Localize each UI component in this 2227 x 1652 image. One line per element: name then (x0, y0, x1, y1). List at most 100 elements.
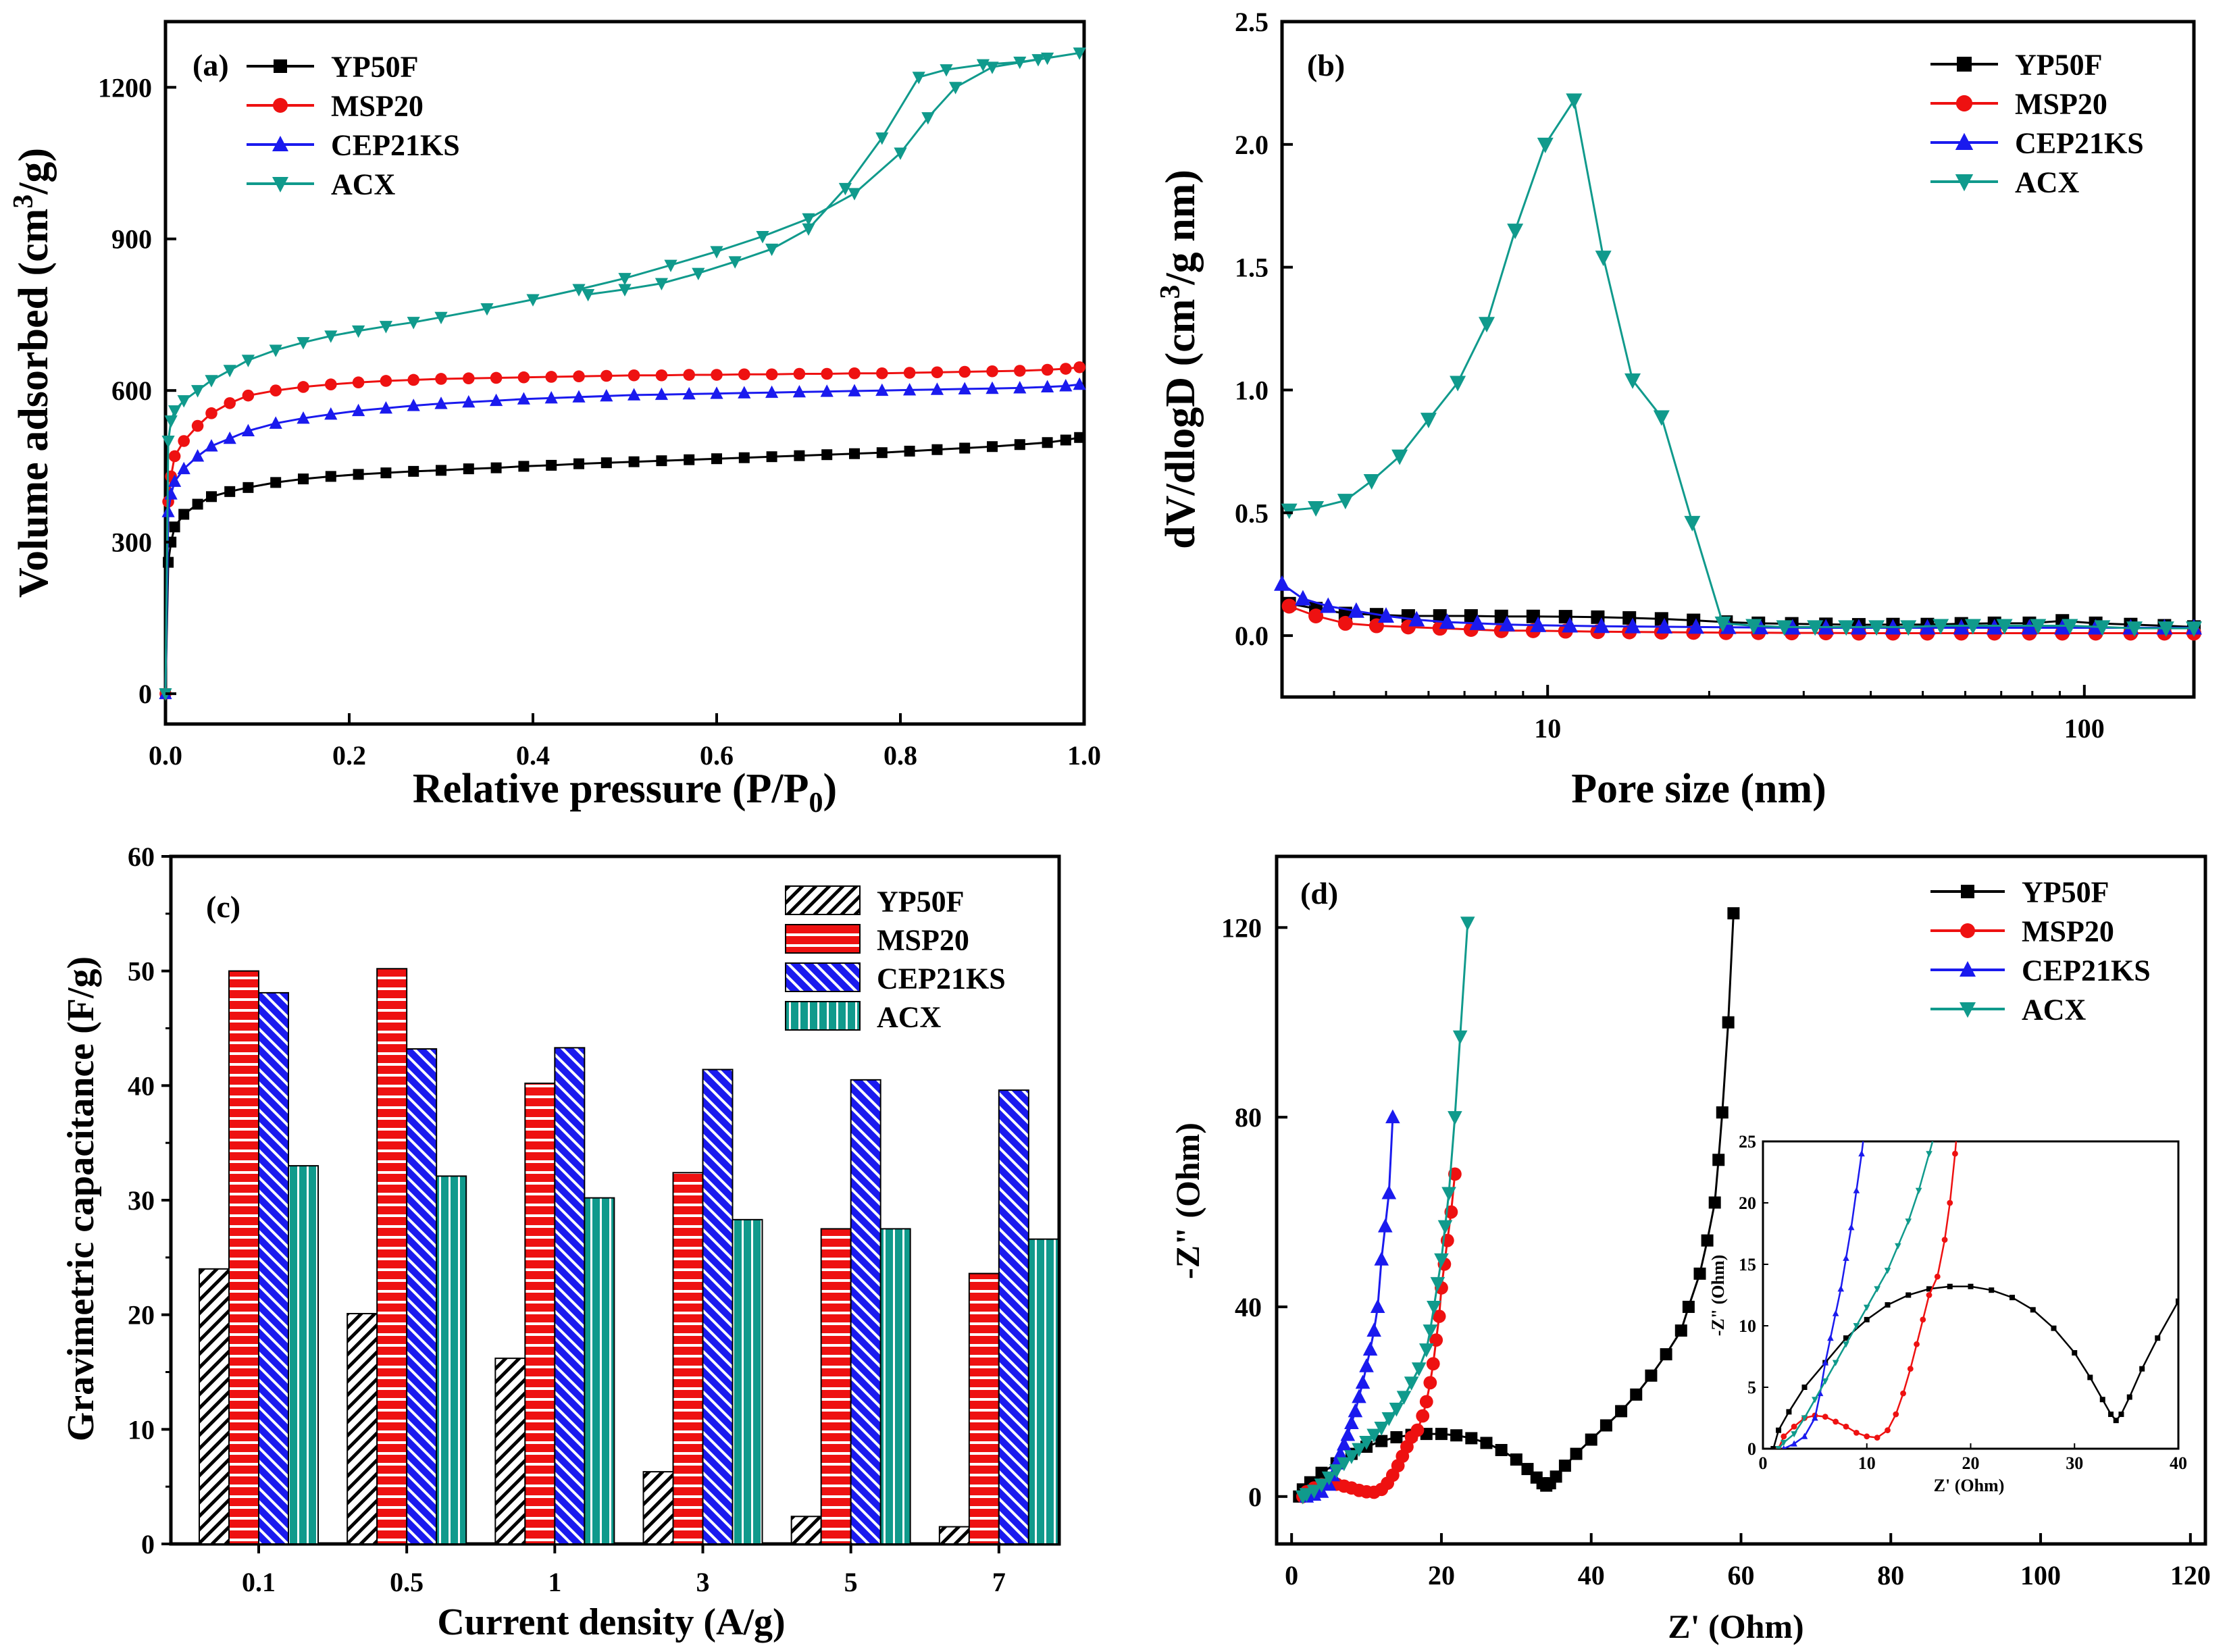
c-legend-label-cep21ks: CEP21KS (877, 962, 1006, 995)
a-point-yp50f-23 (656, 455, 667, 467)
b-point-cep21ks-4 (1378, 607, 1395, 623)
b-point-cep21ks-2 (1320, 597, 1337, 613)
b-ytick-label: 0.0 (1235, 621, 1269, 651)
c-bar-yp50f-5 (790, 1516, 822, 1545)
b-point-acx-10 (1566, 93, 1583, 109)
b-legend-label-msp20: MSP20 (2015, 87, 2107, 120)
a-point-cep21ks-39 (1073, 377, 1086, 390)
inset-point-yp50f-15 (2051, 1325, 2057, 1331)
b-point-cep21ks-6 (1439, 613, 1456, 629)
a-legend-marker-acx (272, 177, 288, 192)
d-point-acx-22 (1437, 1220, 1453, 1235)
b-legend-marker-msp20 (1955, 95, 1973, 112)
a-point-yp50f-33 (931, 444, 943, 455)
a-point-msp20-38 (1060, 363, 1072, 375)
a-point-cep21ks-25 (710, 386, 723, 399)
d-point-acx-17 (1418, 1343, 1434, 1358)
c-bar-acx-1 (584, 1197, 615, 1545)
inset-point-msp20-12 (1893, 1411, 1899, 1418)
inset-point-acx-14 (1915, 1187, 1922, 1194)
c-bar-msp20-7 (968, 1272, 1000, 1545)
inset-point-cep21ks-0 (1782, 1445, 1786, 1449)
inset-point-yp50f-18 (2099, 1397, 2105, 1403)
b-point-acx-5 (1420, 413, 1437, 429)
a-point-msp20-4 (178, 435, 190, 447)
inset-xtick-label: 10 (1858, 1453, 1876, 1473)
a-point-yp50f-15 (436, 465, 446, 476)
a-point-yp50f-26 (738, 452, 750, 463)
a-point-acx-41 (692, 267, 705, 281)
b-point-acx-17 (1776, 620, 1793, 636)
b-point-acx-6 (1450, 376, 1466, 392)
a-point-msp20-20 (573, 370, 585, 383)
a-point-yp50f-21 (600, 457, 612, 469)
inset-point-yp50f-5 (1843, 1335, 1849, 1341)
inset-point-yp50f-21 (2118, 1412, 2124, 1418)
inset-point-yp50f-11 (1968, 1283, 1974, 1289)
inset-point-cep21ks-13 (1864, 1107, 1870, 1113)
a-legend-marker-msp20 (273, 98, 288, 113)
d-xtick-label: 40 (1578, 1560, 1605, 1591)
a-point-yp50f-34 (959, 442, 971, 454)
a-point-msp20-23 (655, 369, 668, 382)
a-point-cep21ks-6 (205, 439, 218, 452)
c-bar-yp50f-1 (494, 1358, 526, 1545)
a-point-acx-16 (480, 303, 494, 316)
panel-d-inset: 0 10 20 30 40 0 5 10 15 20 25 Z' (Ohm) -Z" (Ohm) (1708, 1107, 2187, 1495)
b-point-cep21ks-8 (1499, 615, 1516, 631)
a-point-acx-2 (164, 415, 178, 428)
b-point-acx-8 (1507, 224, 1524, 240)
a-point-yp50f-16 (463, 463, 474, 475)
a-line-cep21ks (164, 383, 1080, 694)
a-point-acx-4 (177, 395, 190, 408)
a-point-acx-13 (379, 321, 392, 334)
inset-point-msp20-10 (1874, 1435, 1880, 1441)
d-point-acx-7 (1344, 1450, 1359, 1464)
d-point-cep21ks-9 (1344, 1415, 1359, 1429)
c-legend-swatch-msp20 (785, 924, 861, 954)
d-point-acx-12 (1381, 1412, 1397, 1426)
d-xtick-label: 80 (1877, 1560, 1904, 1591)
a-point-cep21ks-37 (1041, 380, 1054, 392)
a-point-yp50f-24 (684, 454, 695, 465)
inset-plot-area (1770, 1107, 2178, 1449)
inset-point-msp20-13 (1900, 1390, 1906, 1397)
d-xtick-label: 20 (1428, 1560, 1455, 1591)
inset-point-yp50f-0 (1770, 1446, 1776, 1449)
c-bar-cep21ks-7 (998, 1089, 1029, 1545)
inset-point-cep21ks-2 (1801, 1432, 1808, 1439)
inset-ytick-label: 10 (1739, 1316, 1756, 1336)
panel-d-ylabel: -Z" (Ohm) (1169, 1122, 1206, 1279)
b-point-cep21ks-9 (1530, 616, 1547, 632)
b-point-acx-23 (1964, 619, 1981, 635)
c-bar-cep21ks-3 (702, 1068, 734, 1545)
d-point-cep21ks-8 (1340, 1426, 1356, 1441)
a-point-cep21ks-38 (1059, 379, 1073, 392)
a-point-acx-32 (1013, 56, 1027, 70)
d-point-yp50f-11 (1435, 1428, 1448, 1441)
a-xtick-label: 0.2 (332, 740, 366, 771)
c-bar-acx-7 (1027, 1238, 1059, 1545)
inset-point-acx-12 (1895, 1243, 1901, 1249)
d-legend-label-yp50f: YP50F (2022, 875, 2109, 908)
d-point-yp50f-8 (1390, 1431, 1403, 1444)
a-point-yp50f-37 (1042, 437, 1053, 448)
a-point-acx-33 (976, 59, 990, 72)
a-point-acx-35 (912, 72, 925, 84)
d-point-yp50f-36 (1712, 1154, 1725, 1166)
a-point-yp50f-31 (876, 447, 888, 459)
a-point-cep21ks-15 (434, 396, 448, 409)
inset-point-acx-15 (1926, 1151, 1932, 1158)
panel-c-legend: YP50F MSP20 CEP21KS ACX (785, 885, 1006, 1033)
a-point-yp50f-32 (904, 445, 915, 457)
a-point-yp50f-7 (224, 486, 236, 497)
b-point-cep21ks-15 (1720, 618, 1737, 634)
a-point-acx-5 (191, 385, 205, 398)
d-point-cep21ks-15 (1366, 1322, 1381, 1337)
d-point-yp50f-23 (1558, 1460, 1571, 1472)
a-point-yp50f-9 (270, 477, 282, 488)
inset-point-msp20-7 (1843, 1423, 1849, 1430)
a-point-yp50f-19 (546, 459, 557, 471)
d-point-acx-4 (1321, 1471, 1337, 1486)
b-point-cep21ks-7 (1469, 614, 1486, 630)
